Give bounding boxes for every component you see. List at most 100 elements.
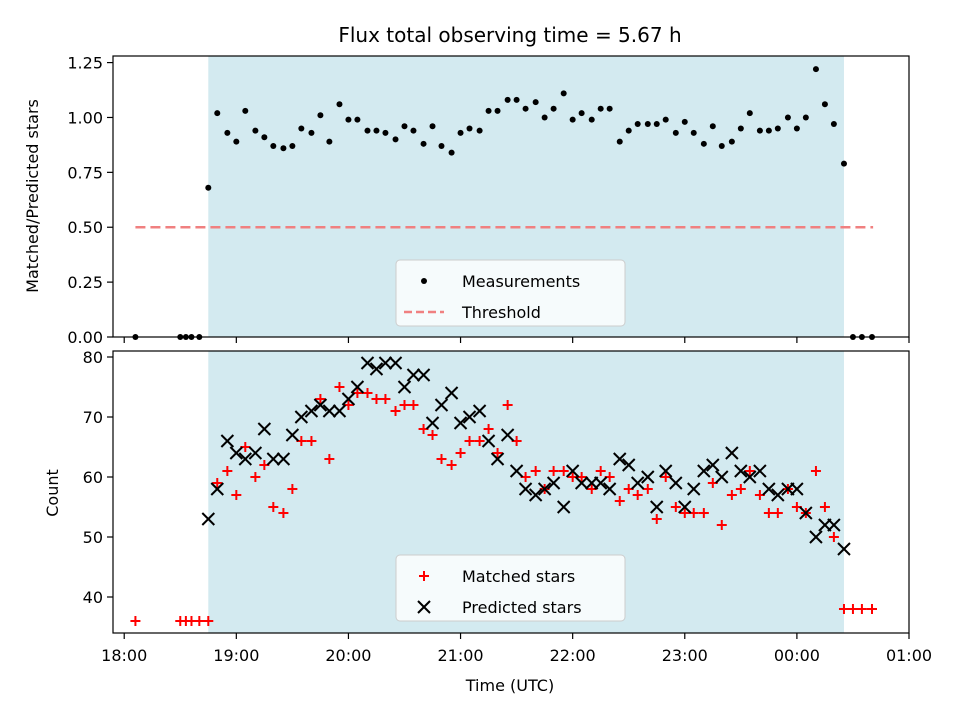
- legend-label: Measurements: [462, 272, 580, 291]
- predicted-star-point: [725, 446, 739, 460]
- matched-star-point: [651, 514, 662, 524]
- matched-star-point: [436, 454, 447, 464]
- matched-star-point: [819, 502, 830, 512]
- matched-star-point: [670, 502, 681, 512]
- measurement-point: [569, 116, 576, 123]
- matched-star-point: [203, 616, 214, 626]
- predicted-star-point: [678, 500, 692, 514]
- predicted-star-point: [650, 500, 664, 514]
- top-axes: 0.00 0.25 0.50 0.75 1.00 1.25: [67, 54, 910, 347]
- predicted-star-point: [350, 380, 365, 394]
- predicted-star-point: [304, 404, 319, 418]
- measurement-point: [606, 105, 613, 112]
- measurement-point: [784, 114, 791, 121]
- matched-star-point: [847, 604, 858, 614]
- bottom-y-axis-label: Count: [43, 469, 62, 517]
- predicted-star-point: [602, 482, 617, 496]
- measurement-point: [765, 127, 772, 134]
- measurement-point: [364, 127, 371, 134]
- predicted-star-point: [790, 482, 804, 496]
- legend-label: Matched stars: [462, 567, 575, 586]
- matched-star-point: [679, 508, 690, 518]
- x-axis-label: Time (UTC): [465, 676, 554, 695]
- predicted-star-point: [434, 398, 449, 412]
- measurement-point: [597, 105, 604, 112]
- predicted-star-point: [378, 356, 393, 370]
- measurement-point: [681, 118, 688, 125]
- predicted-star-point: [490, 452, 505, 466]
- measurement-point: [746, 110, 753, 117]
- matched-star-point: [810, 466, 821, 476]
- measurement-point: [326, 138, 333, 145]
- predicted-star-point: [734, 464, 748, 478]
- measurement-point: [830, 121, 837, 128]
- predicted-star-point: [565, 464, 580, 478]
- predicted-star-point: [285, 428, 300, 442]
- y-tick-label: 0.50: [67, 218, 103, 237]
- measurement-point: [410, 127, 417, 134]
- matched-star-point: [614, 496, 625, 506]
- measurement-point: [672, 129, 679, 136]
- measurement-point: [504, 96, 511, 103]
- predicted-star-point: [546, 476, 561, 490]
- chart-title: Flux total observing time = 5.67 h: [338, 23, 681, 47]
- predicted-star-point: [201, 512, 216, 526]
- measurement-point: [233, 138, 240, 145]
- predicted-star-point: [369, 362, 384, 376]
- matched-star-point: [698, 508, 709, 518]
- measurement-point: [513, 96, 520, 103]
- predicted-star-point: [706, 458, 720, 472]
- measurement-point: [289, 143, 296, 150]
- measurement-point: [214, 110, 221, 117]
- measurement-point: [737, 125, 744, 132]
- y-tick-label: 80: [83, 348, 103, 367]
- measurement-point: [345, 116, 352, 123]
- predicted-star-point: [528, 488, 543, 502]
- measurement-point: [644, 121, 651, 128]
- legend-box: [395, 554, 626, 622]
- matched-star-point: [828, 532, 839, 542]
- measurement-point: [448, 149, 455, 156]
- x-tick-label: 22:00: [550, 646, 596, 665]
- predicted-star-point: [697, 464, 711, 478]
- matched-star-point: [408, 400, 419, 410]
- predicted-star-point: [630, 476, 645, 490]
- axes-frame: [112, 350, 910, 634]
- y-tick-label: 1.25: [67, 54, 103, 73]
- matched-star-point: [250, 472, 261, 482]
- measurement-point: [429, 123, 436, 130]
- top-legend: Measurements Threshold: [395, 259, 626, 327]
- predicted-star-point: [509, 464, 524, 478]
- measurement-point: [270, 143, 277, 150]
- predicted-star-point: [238, 452, 253, 466]
- matched-star-point: [464, 436, 475, 446]
- predicted-star-point: [753, 464, 767, 478]
- x-tick-label: 23:00: [662, 646, 708, 665]
- measurement-point: [634, 121, 641, 128]
- top-series: [132, 66, 876, 340]
- predicted-star-point: [593, 476, 608, 490]
- matched-star-point: [867, 604, 878, 614]
- y-tick-label: 60: [83, 468, 103, 487]
- predicted-star-point: [687, 482, 701, 496]
- predicted-star-point: [669, 476, 683, 490]
- matched-star-point: [744, 466, 755, 476]
- predicted-star-point: [294, 410, 309, 424]
- matched-star-point: [492, 448, 503, 458]
- y-tick-label: 0.00: [67, 328, 103, 347]
- measurement-point: [392, 136, 399, 143]
- matched-star-point: [595, 466, 606, 476]
- predicted-star-point: [257, 422, 272, 436]
- measurement-point: [224, 129, 231, 136]
- predicted-star-point: [341, 392, 356, 406]
- measurement-point: [205, 184, 212, 191]
- measurement-point: [812, 66, 819, 73]
- legend-marker-predicted: [417, 600, 431, 614]
- measurement-point: [485, 107, 492, 114]
- measurement-point: [420, 140, 427, 147]
- x-tick-label: 00:00: [774, 646, 820, 665]
- predicted-star-point: [210, 482, 224, 496]
- top-panel: 0.00 0.25 0.50 0.75 1.00 1.25 Matched/Predict…: [23, 54, 910, 347]
- matched-star-point: [399, 400, 410, 410]
- predicted-star-point: [641, 470, 655, 484]
